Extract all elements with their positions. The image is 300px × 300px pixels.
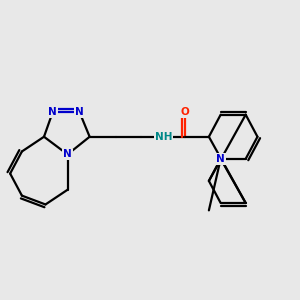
Text: N: N (75, 107, 84, 117)
Text: N: N (49, 107, 57, 117)
Text: N: N (216, 154, 225, 164)
Text: NH: NH (154, 132, 172, 142)
Text: N: N (63, 149, 72, 159)
Text: O: O (181, 107, 190, 117)
